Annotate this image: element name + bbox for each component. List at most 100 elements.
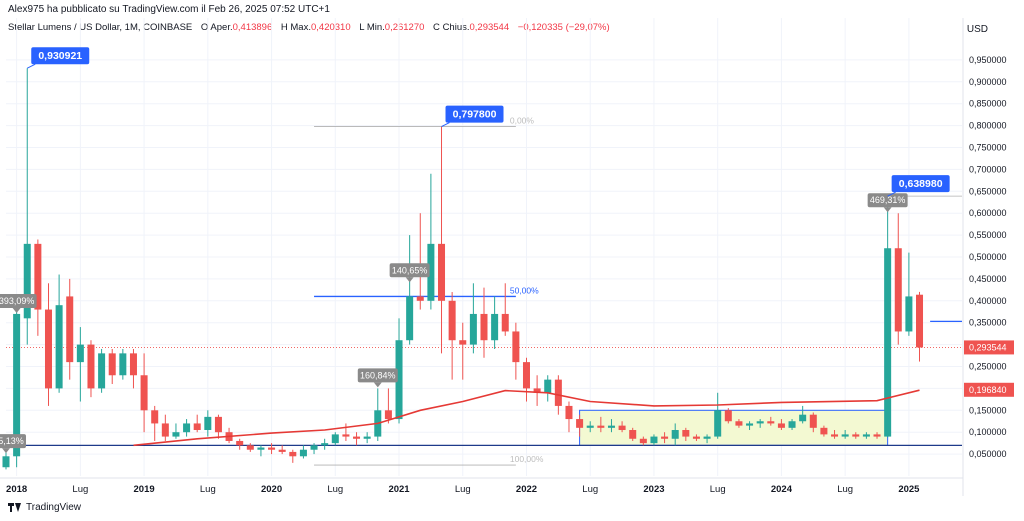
candle-body: [682, 430, 690, 437]
candle-body: [55, 305, 63, 389]
candle-body: [172, 432, 180, 437]
candle-body: [140, 375, 148, 411]
candle-body: [353, 436, 361, 439]
candle-body: [161, 423, 169, 437]
candle-body: [714, 410, 722, 437]
price-axis-tick-label: 0,600000: [969, 208, 1007, 218]
candle-body: [491, 313, 499, 341]
candle-body: [884, 248, 892, 437]
low-value: 0,261270: [384, 22, 425, 33]
consolidation-box: [579, 409, 889, 446]
tradingview-logo-icon: [8, 503, 22, 512]
high-value: 0,420310: [310, 22, 351, 33]
price-axis-tick-label: 0,150000: [969, 405, 1007, 415]
candle-body: [597, 425, 605, 428]
candle-body: [735, 421, 743, 426]
candle-body: [76, 344, 84, 363]
candle-body: [2, 456, 10, 468]
candle-body: [862, 434, 870, 437]
open-label: O: [200, 22, 209, 33]
candle-body: [151, 410, 159, 424]
percent-callout-box: [389, 263, 430, 278]
candle-body: [214, 416, 222, 433]
candle-body: [416, 296, 424, 301]
candle-body: [576, 419, 584, 428]
percent-callout-pointer: [2, 448, 10, 454]
percent-callout-label: 160,84%: [360, 370, 396, 380]
price-axis-tick-label: 0,450000: [969, 274, 1007, 284]
percent-callout-label: 393,09%: [0, 296, 34, 306]
candle-body: [289, 451, 297, 457]
candle-body: [831, 434, 839, 437]
price-callout-label: 0,797800: [453, 109, 497, 121]
time-axis-tick-label: 2023: [643, 484, 664, 495]
candle-body: [448, 300, 456, 341]
candle-body: [799, 414, 807, 422]
candle-body: [395, 340, 403, 420]
price-axis-tick-label: 0,550000: [969, 230, 1007, 240]
percent-callout-label: 140,65%: [392, 265, 428, 275]
candle-body: [746, 423, 754, 426]
price-callout-label: 0,638980: [899, 178, 943, 190]
candle-body: [661, 436, 669, 439]
low-name: Min.: [366, 22, 385, 33]
time-axis-tick-label: Lug: [837, 484, 853, 495]
candle-body: [809, 414, 817, 428]
price-callout-box: [31, 47, 90, 65]
candle-body: [278, 449, 286, 452]
candle-body: [384, 410, 392, 420]
candle-body: [34, 243, 42, 310]
candle-body: [873, 434, 881, 437]
brand-name: TradingView: [26, 502, 82, 513]
low-label: L: [359, 22, 365, 33]
time-axis-tick-label: Lug: [455, 484, 471, 495]
price-axis-tick-label: 0,850000: [969, 99, 1007, 109]
price-callout-label: 0,930921: [38, 50, 82, 62]
fib-level-label: 0,00%: [510, 116, 535, 126]
candle-body: [257, 447, 265, 450]
candle-body: [363, 436, 371, 439]
candle-body: [108, 353, 116, 376]
time-axis-tick-label: 2019: [134, 484, 155, 495]
candle-body: [916, 294, 924, 348]
candle-body: [671, 430, 679, 439]
candle-body: [310, 445, 318, 450]
candle-body: [23, 243, 31, 319]
candle-body: [703, 436, 711, 439]
time-axis-tick-label: Lug: [710, 484, 726, 495]
footer-brand[interactable]: TradingView: [8, 502, 81, 513]
candle-body: [44, 309, 52, 389]
candle-body: [724, 410, 732, 422]
candle-body: [129, 353, 137, 376]
price-axis-tick-label: 0,750000: [969, 143, 1007, 153]
candle-body: [639, 438, 647, 444]
candle-body: [236, 440, 244, 446]
percent-callout-box: [0, 434, 26, 449]
price-axis-badge-label: 0,196840: [969, 385, 1007, 395]
candle-body: [501, 313, 509, 332]
candle-body: [777, 423, 785, 428]
change-value: −0,120335 (−29,07%): [517, 22, 610, 33]
price-callout-leader: [27, 63, 36, 69]
candle-body: [321, 443, 329, 446]
candle-body: [692, 436, 700, 439]
time-axis-tick-label: 2021: [388, 484, 410, 495]
moving-average-line: [133, 389, 920, 447]
price-axis-tick-label: 0,650000: [969, 186, 1007, 196]
time-axis-tick-label: Lug: [72, 484, 88, 495]
time-axis-tick-label: 2022: [516, 484, 537, 495]
candle-body: [480, 313, 488, 341]
high-name: Max.: [290, 22, 311, 33]
close-label: C: [433, 22, 440, 33]
price-axis-tick-label: 0,100000: [969, 427, 1007, 437]
candle-body: [204, 416, 212, 431]
price-callout-box: [891, 175, 950, 193]
candle-body: [13, 313, 21, 457]
candle-body: [331, 434, 339, 444]
percent-callout-box: [0, 293, 37, 308]
candle-body: [767, 421, 775, 424]
close-name: Chius.: [442, 22, 470, 33]
price-axis-tick-label: 0,350000: [969, 318, 1007, 328]
percent-callout-pointer: [373, 382, 382, 388]
